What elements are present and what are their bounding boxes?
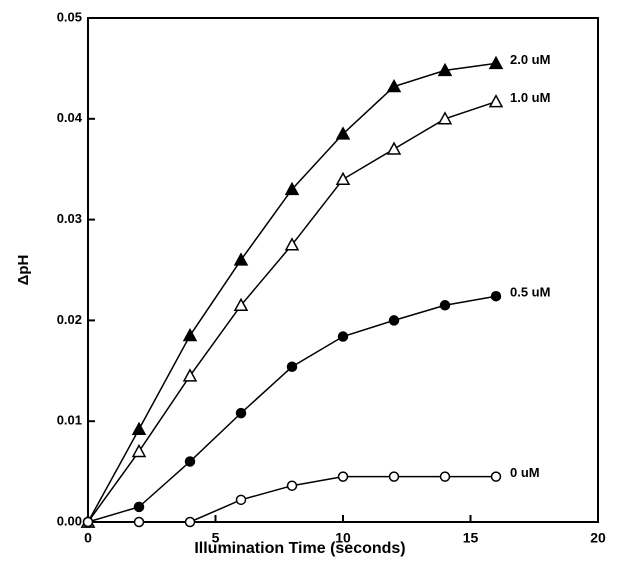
marker: [386, 78, 402, 93]
marker: [184, 456, 196, 467]
marker: [490, 471, 502, 482]
y-tick-label: 0.05: [57, 9, 82, 24]
marker: [182, 368, 198, 382]
marker: [82, 516, 94, 528]
marker: [284, 237, 300, 251]
x-tick-label: 0: [84, 530, 92, 546]
marker: [437, 111, 453, 125]
marker: [437, 62, 453, 77]
x-tick-label: 10: [335, 530, 351, 546]
series-label: 1.0 uM: [510, 90, 550, 105]
series-label: 2.0 uM: [510, 52, 550, 67]
marker: [133, 516, 145, 528]
marker: [439, 471, 451, 482]
marker: [286, 361, 298, 373]
marker: [388, 471, 400, 482]
y-tick-label: 0.03: [57, 211, 82, 226]
marker: [386, 141, 402, 155]
marker: [439, 300, 451, 311]
series-label: 0 uM: [510, 465, 540, 480]
y-tick-label: 0.02: [57, 312, 82, 327]
marker: [235, 407, 247, 419]
x-tick-label: 15: [463, 530, 479, 546]
marker: [235, 494, 247, 506]
series-line: [87, 100, 497, 523]
y-tick-label: 0.04: [57, 110, 83, 125]
marker: [233, 252, 249, 266]
marker: [131, 443, 147, 458]
marker: [133, 501, 145, 513]
y-axis-label: ΔpH: [15, 255, 32, 286]
marker: [335, 171, 351, 186]
series-label: 0.5 uM: [510, 285, 550, 300]
series-line: [87, 62, 497, 523]
marker: [388, 315, 400, 326]
marker: [490, 290, 502, 302]
x-tick-label: 20: [590, 530, 606, 546]
marker: [286, 480, 298, 491]
marker: [488, 55, 504, 70]
marker: [233, 297, 249, 312]
marker: [284, 181, 300, 196]
marker: [335, 126, 351, 140]
y-tick-label: 0.01: [57, 413, 82, 428]
x-tick-label: 5: [212, 530, 220, 546]
marker: [182, 327, 198, 342]
marker: [337, 471, 349, 482]
y-tick-label: 0.00: [57, 513, 82, 528]
x-axis-label: Illumination Time (seconds): [194, 540, 405, 557]
marker: [131, 421, 147, 436]
marker: [184, 516, 196, 528]
marker: [337, 331, 349, 342]
marker: [488, 94, 504, 108]
